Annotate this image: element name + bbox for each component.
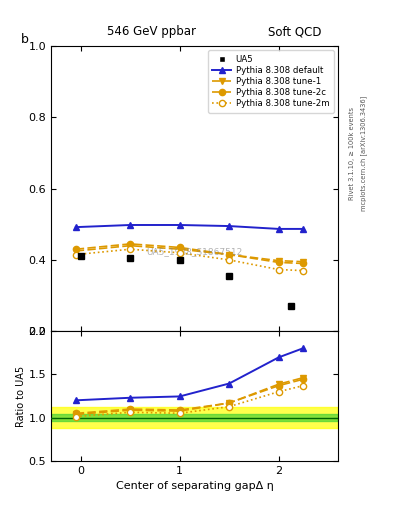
X-axis label: Center of separating gapΔ η: Center of separating gapΔ η: [116, 481, 274, 491]
Legend: UA5, Pythia 8.308 default, Pythia 8.308 tune-1, Pythia 8.308 tune-2c, Pythia 8.3: UA5, Pythia 8.308 default, Pythia 8.308 …: [208, 50, 334, 113]
Text: UA5_1988_S1867512: UA5_1988_S1867512: [147, 247, 242, 256]
Text: Soft QCD: Soft QCD: [268, 26, 322, 38]
Text: Rivet 3.1.10, ≥ 100k events: Rivet 3.1.10, ≥ 100k events: [349, 107, 355, 200]
Y-axis label: Ratio to UA5: Ratio to UA5: [16, 366, 26, 426]
Text: mcplots.cern.ch [arXiv:1306.3436]: mcplots.cern.ch [arXiv:1306.3436]: [360, 96, 367, 211]
Bar: [51, 407, 338, 428]
Y-axis label: b: b: [21, 33, 29, 46]
Bar: [51, 414, 338, 421]
Text: 546 GeV ppbar: 546 GeV ppbar: [107, 26, 196, 38]
